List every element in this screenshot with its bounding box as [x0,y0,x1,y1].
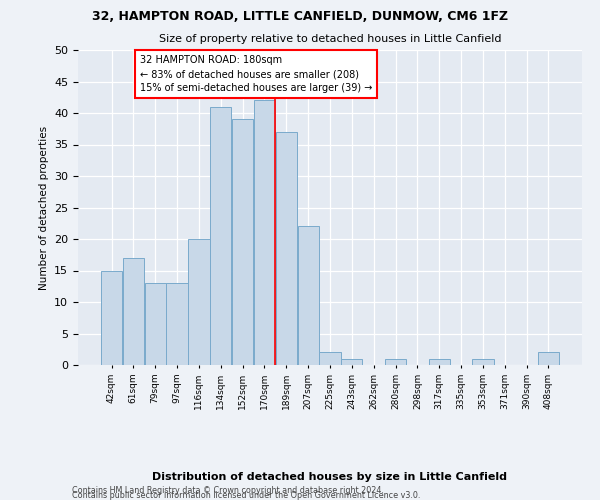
Bar [166,283,188,365]
Bar [188,239,209,365]
Y-axis label: Number of detached properties: Number of detached properties [38,126,49,290]
Text: Contains HM Land Registry data © Crown copyright and database right 2024.: Contains HM Land Registry data © Crown c… [72,486,384,495]
Bar [385,358,406,365]
Bar [276,132,297,365]
Bar [254,100,275,365]
Bar [428,358,450,365]
Bar [341,358,362,365]
Bar [210,106,232,365]
Bar [232,120,253,365]
Text: 32, HAMPTON ROAD, LITTLE CANFIELD, DUNMOW, CM6 1FZ: 32, HAMPTON ROAD, LITTLE CANFIELD, DUNMO… [92,10,508,23]
Bar [538,352,559,365]
Title: Size of property relative to detached houses in Little Canfield: Size of property relative to detached ho… [159,34,501,43]
Bar [123,258,144,365]
Text: Contains public sector information licensed under the Open Government Licence v3: Contains public sector information licen… [72,491,421,500]
Bar [319,352,341,365]
Bar [298,226,319,365]
X-axis label: Distribution of detached houses by size in Little Canfield: Distribution of detached houses by size … [152,472,508,482]
Bar [472,358,494,365]
Bar [145,283,166,365]
Text: 32 HAMPTON ROAD: 180sqm
← 83% of detached houses are smaller (208)
15% of semi-d: 32 HAMPTON ROAD: 180sqm ← 83% of detache… [140,55,372,93]
Bar [101,270,122,365]
